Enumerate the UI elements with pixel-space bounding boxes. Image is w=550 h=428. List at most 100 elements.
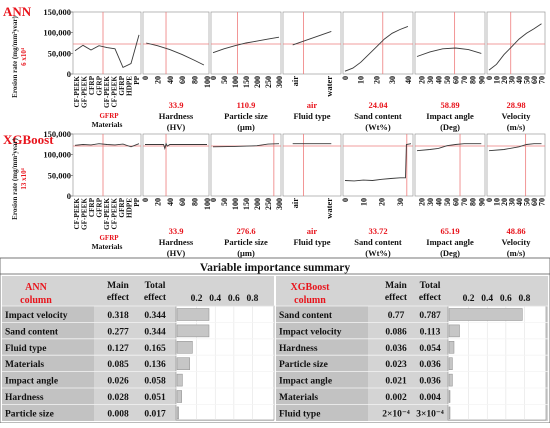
x-tick-label: 20 (153, 76, 162, 84)
total-effect-value: 0.113 (420, 327, 441, 337)
summary-title: Variable importance summary (200, 262, 351, 274)
selected-value: air (307, 226, 318, 236)
x-tick-label: 0 (141, 198, 150, 202)
x-tick-label: 60 (178, 76, 187, 84)
x-tick-label: GFRP (96, 75, 104, 95)
x-tick-label: water (324, 76, 334, 97)
x-tick-label: 80 (469, 76, 478, 84)
plot-frame (142, 11, 210, 75)
total-effect-value: 0.344 (144, 327, 166, 337)
profile-curve (74, 34, 140, 69)
total-effect-value: 0.004 (419, 393, 441, 403)
total-effect-value: 0.136 (144, 360, 166, 370)
x-tick-label: 80 (191, 76, 200, 84)
profile-materials: CF-PEEK GF-PEEK CFRP GFRP GF-PEEK CF-PEEK GFRP… (72, 11, 142, 129)
selected-value: 110.9 (237, 100, 256, 110)
y-tick-label: 50,000 (48, 48, 71, 58)
main-effect-value: 0.008 (107, 409, 129, 419)
x-tick-label: GF-PEEK (81, 76, 89, 108)
plot-frame (72, 133, 142, 197)
total-effect-value: 0.058 (144, 377, 166, 387)
bar-axis-tick: 0.8 (247, 294, 259, 304)
table-header: Main effect (385, 281, 408, 303)
importance-bar (176, 341, 193, 354)
bar-axis-tick: 0.2 (463, 294, 475, 304)
row-label: Fluid type (5, 344, 46, 354)
total-effect-value: 0.054 (419, 344, 441, 354)
y-tick-label: 0 (67, 191, 71, 201)
selected-value: 33.72 (368, 226, 387, 236)
x-tick-label: 20 (500, 198, 509, 206)
selected-value: 65.19 (440, 226, 459, 236)
bar-area (175, 305, 275, 421)
profile-curve (74, 143, 140, 148)
selected-value: 276.6 (236, 226, 255, 236)
y-tick-label: 0 (67, 69, 71, 79)
x-tick-label: 0 (209, 198, 218, 202)
y-axis-label: Erosion rate (mg/mm²year) (11, 137, 19, 219)
x-tick-label: 30 (426, 198, 435, 206)
profile-curve (212, 36, 280, 54)
x-tick-label: 40 (515, 76, 524, 84)
x-axis-label: Impact angle (Deg) (426, 111, 474, 132)
main-effect-value: 0.036 (385, 344, 407, 354)
x-tick-label: GFRP (118, 75, 126, 95)
importance-bar (448, 324, 460, 338)
y-tick-label: 50,000 (48, 170, 71, 180)
x-tick-label: 60 (452, 76, 461, 84)
x-tick-label: 300 (275, 198, 284, 210)
x-tick-label: CF-PEEK (73, 198, 81, 230)
selected-value: 33.9 (169, 226, 184, 236)
x-tick-label: 90 (477, 76, 486, 84)
selected-value: 24.04 (368, 100, 388, 110)
table-header: Total effect (144, 281, 167, 303)
main-effect-value: 0.277 (107, 327, 129, 337)
main-effect-value: 0.77 (388, 311, 405, 321)
main-effect-value: 0.026 (107, 377, 129, 387)
importance-summary: Variable importance summary ANN column Main… (0, 257, 550, 424)
x-tick-label: HDPE (126, 76, 134, 96)
x-tick-label: 30 (508, 76, 517, 84)
x-tick-label: 10 (493, 198, 502, 206)
label-column-bg (276, 306, 368, 421)
main-effect-value: 0.021 (385, 377, 407, 387)
profile-curve (488, 23, 542, 71)
x-tick-label: 50 (443, 76, 452, 84)
row-label: Particle size (279, 360, 328, 370)
x-tick-label: 40 (166, 76, 175, 84)
total-effect-value: 0.787 (419, 311, 441, 321)
selected-value: GFRP (99, 112, 119, 120)
row-label: Impact velocity (5, 311, 68, 321)
importance-bar (448, 341, 455, 354)
bar-axis-tick: 0.2 (191, 294, 203, 304)
x-tick-label: 60 (178, 198, 187, 206)
x-tick-label: 250 (264, 76, 273, 88)
x-axis-label: Sand content (Wt%) (354, 237, 402, 258)
x-tick-label: 50 (443, 198, 452, 206)
plot-frame (486, 133, 546, 197)
plot-frame (72, 11, 142, 75)
bar-axis-tick: 0.4 (481, 294, 493, 304)
row-label: Materials (279, 393, 318, 403)
x-tick-label: 0 (485, 198, 494, 202)
profile-curve (344, 143, 412, 182)
x-tick-label: CF-PEEK (111, 76, 119, 108)
x-tick-label: GF-PEEK (103, 76, 111, 108)
x-axis-label: Sand content (Wt%) (354, 111, 402, 132)
scale-note: 6 x10⁴ (20, 47, 28, 66)
plot-frame (210, 133, 282, 197)
table-column-label: column (20, 295, 52, 306)
bar-axis-tick: 0.8 (519, 294, 531, 304)
row-label: Particle size (5, 409, 54, 419)
profile-curve (292, 30, 332, 46)
importance-bar (176, 324, 210, 338)
main-effect-value: 2×10⁻⁴ (382, 409, 410, 419)
x-tick-label: 80 (469, 198, 478, 206)
x-axis-label: Velocity (m/s) (502, 237, 532, 258)
x-tick-label: CF-PEEK (111, 198, 119, 230)
